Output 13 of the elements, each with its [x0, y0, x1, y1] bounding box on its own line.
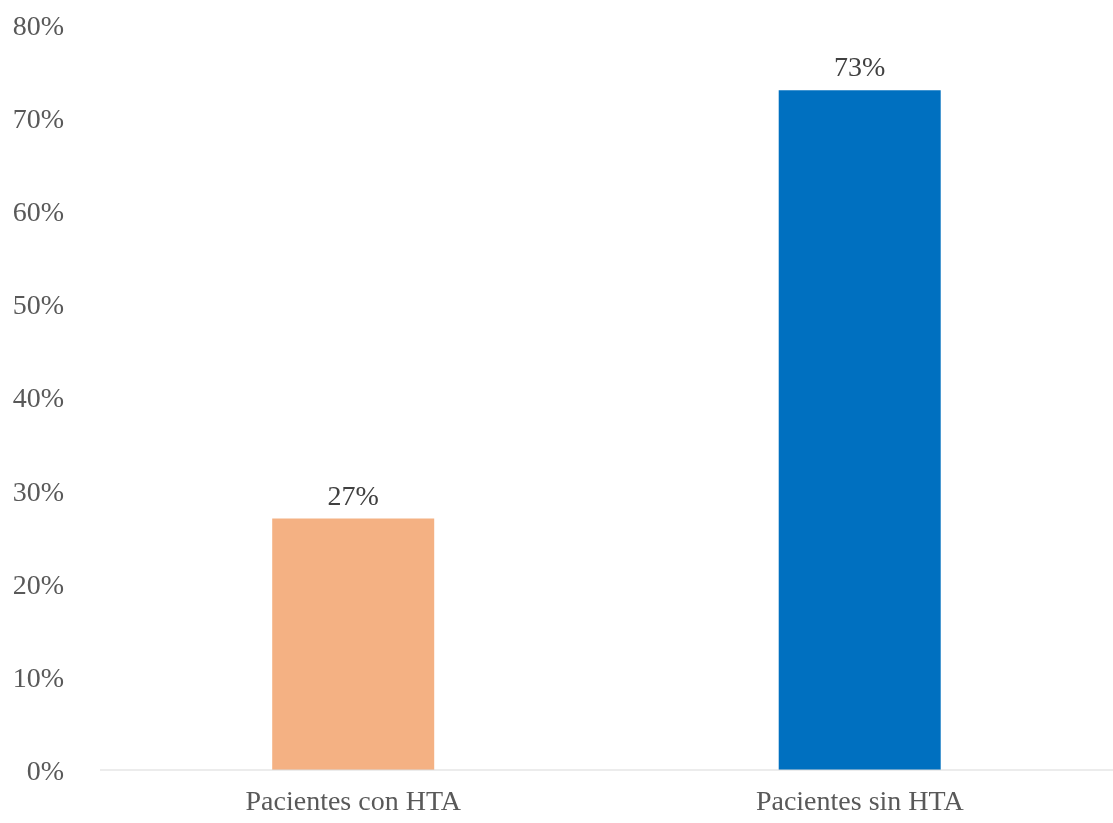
data-label: 27% [327, 479, 379, 511]
y-tick-label: 20% [12, 568, 64, 600]
x-tick-label: Pacientes con HTA [245, 784, 462, 816]
data-label: 73% [834, 51, 886, 83]
y-tick-label: 0% [26, 754, 64, 786]
y-tick-label: 80% [12, 9, 64, 41]
y-tick-label: 10% [12, 661, 64, 693]
y-tick-label: 70% [12, 103, 64, 135]
y-tick-label: 40% [12, 382, 64, 414]
y-tick-label: 60% [12, 196, 64, 228]
y-tick-label: 30% [12, 475, 64, 507]
y-tick-label: 50% [12, 289, 64, 321]
x-tick-label: Pacientes sin HTA [755, 784, 965, 816]
